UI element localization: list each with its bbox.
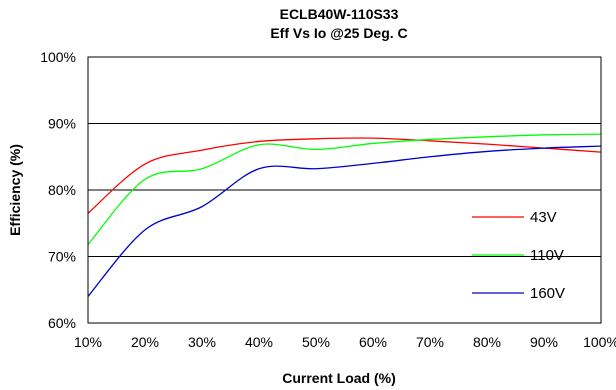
series-line-110v bbox=[87, 133, 602, 245]
x-tick-label: 90% bbox=[530, 334, 558, 350]
x-tick-label: 60% bbox=[359, 334, 387, 350]
x-tick-label: 50% bbox=[302, 334, 330, 350]
x-axis-title: Current Load (%) bbox=[282, 370, 396, 386]
series-lines bbox=[87, 133, 602, 297]
y-tick-label: 80% bbox=[48, 182, 76, 198]
gridlines bbox=[88, 123, 601, 257]
plot-area bbox=[87, 56, 602, 324]
x-tick-label: 80% bbox=[473, 334, 501, 350]
x-tick-label: 40% bbox=[245, 334, 273, 350]
y-tick-label: 70% bbox=[48, 249, 76, 265]
x-tick-label: 100% bbox=[583, 334, 616, 350]
legend: 43V 110V 160V bbox=[472, 209, 565, 302]
x-tick-label: 10% bbox=[74, 334, 102, 350]
chart-subtitle: Eff Vs Io @25 Deg. C bbox=[270, 25, 407, 41]
legend-label-110v: 110V bbox=[530, 247, 564, 264]
y-axis-title: Efficiency (%) bbox=[7, 144, 23, 236]
chart-title: ECLB40W-110S33 bbox=[280, 6, 399, 22]
x-tick-label: 20% bbox=[131, 334, 159, 350]
series-line-43v bbox=[87, 137, 602, 214]
y-tick-labels: 60% 70% 80% 90% 100% bbox=[40, 49, 76, 331]
series-line-160v bbox=[87, 145, 602, 297]
y-tick-label: 60% bbox=[48, 315, 76, 331]
legend-label-43v: 43V bbox=[530, 209, 557, 226]
x-tick-labels: 10% 20% 30% 40% 50% 60% 70% 80% 90% 100% bbox=[74, 334, 616, 350]
y-tick-label: 100% bbox=[40, 49, 76, 65]
y-tick-label: 90% bbox=[48, 116, 76, 132]
x-tick-label: 30% bbox=[188, 334, 216, 350]
legend-label-160v: 160V bbox=[530, 285, 565, 302]
x-tick-label: 70% bbox=[416, 334, 444, 350]
